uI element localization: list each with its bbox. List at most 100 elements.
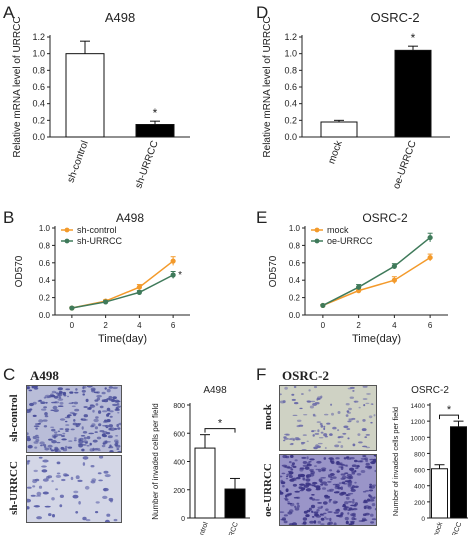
- panel-letter-b: B: [3, 208, 15, 227]
- chart-d-ytick-label: 1.2: [284, 32, 297, 42]
- chart-b-legend-marker-0: [64, 227, 70, 233]
- chart-e-xtick-label: 2: [356, 321, 361, 330]
- micrograph-texture: [280, 386, 376, 450]
- chart-b-series-1-line: [71, 274, 174, 309]
- chart-b-legend-label-0: sh-control: [77, 225, 117, 235]
- chart-f-ytick-label: 1000: [411, 435, 426, 442]
- chart-d-ylabel: Relative mRNA level of URRCC: [262, 16, 273, 157]
- chart-a-bar-1: [135, 124, 175, 138]
- micrograph-texture: [280, 455, 376, 525]
- chart-f-category-label-0: mock: [432, 521, 444, 535]
- chart-b-xtick-label: 2: [103, 321, 108, 330]
- chart-d-ytick-label: 0.8: [284, 65, 297, 75]
- chart-d-ytick-label: 0.0: [284, 132, 297, 142]
- chart-f-title: OSRC-2: [411, 385, 449, 396]
- panel-letter-f: F: [256, 365, 267, 384]
- chart-f-ylabel: Number of invaded cells per field: [391, 407, 400, 516]
- chart-b-ylabel: OD570: [14, 255, 25, 287]
- chart-c-category-label-1: sh-URRCC: [221, 521, 240, 535]
- chart-f-ytick-label: 600: [414, 468, 425, 475]
- chart-e-series-1-point-1: [356, 284, 362, 290]
- chart-f-ytick-label: 1400: [411, 403, 426, 410]
- chart-d-ytick-label: 0.2: [284, 115, 297, 125]
- chart-e-legend-label-0: mock: [327, 225, 349, 235]
- chart-c-category-label-0: sh-control: [193, 521, 210, 535]
- chart-b-ytick-label: 0.2: [39, 294, 51, 303]
- chart-b-legend-label-1: sh-URRCC: [77, 236, 123, 246]
- chart-b-legend-marker-1: [64, 238, 70, 244]
- chart-f-category-label-1: oe-URRCC: [445, 521, 464, 535]
- micrograph-c-title: A498: [30, 368, 59, 383]
- chart-a-ylabel: Relative mRNA level of URRCC: [12, 16, 23, 157]
- chart-b-xtick-label: 6: [171, 321, 176, 330]
- chart-e-series-0-point-3: [427, 254, 433, 261]
- chart-e-ytick-label: 0.0: [289, 311, 301, 320]
- chart-e-legend-marker-1: [314, 238, 320, 244]
- panel-letter-e: E: [256, 208, 268, 227]
- chart-b-ytick-label: 1.0: [39, 224, 51, 233]
- chart-e-series-1-line: [322, 236, 431, 307]
- chart-d-category-label-0: mock: [326, 138, 345, 165]
- chart-a-ytick-label: 0.0: [32, 132, 45, 142]
- chart-b-series-0-line: [71, 260, 174, 309]
- chart-d-significance: *: [411, 31, 416, 45]
- micrograph-c-row-label-1: sh-control: [8, 394, 20, 442]
- chart-b-xtick-label: 0: [70, 321, 75, 330]
- chart-e-series-1-point-0: [320, 302, 326, 309]
- chart-b-series-1-point-2: [136, 289, 142, 295]
- micrograph-c-row-label-2: sh-URRCC: [8, 461, 20, 515]
- micrograph-f-mock: [279, 385, 377, 451]
- micrograph-texture: [27, 456, 118, 522]
- chart-f-ytick-label: 0: [421, 516, 425, 523]
- chart-a-ytick-label: 0.6: [32, 82, 45, 92]
- chart-d-bar-0: [320, 121, 358, 138]
- chart-a-category-label-1: sh-URRCC: [133, 139, 160, 190]
- chart-b-series-1-point-3: [170, 272, 176, 278]
- panel-letter-d: D: [256, 3, 269, 22]
- chart-a-ytick-label: 1.0: [32, 49, 45, 59]
- chart-e-xtick-label: 4: [392, 321, 397, 330]
- chart-e-ytick-label: 0.4: [289, 276, 301, 285]
- chart-d-bar-1: [394, 49, 432, 138]
- chart-e-legend-marker-0: [314, 227, 320, 233]
- chart-f-ytick-label: 800: [414, 451, 425, 458]
- chart-f-bar-1: [450, 426, 467, 519]
- panel-letter-c: C: [3, 365, 16, 384]
- chart-e-xtick-label: 0: [321, 321, 326, 330]
- chart-f-ytick-label: 200: [414, 500, 425, 507]
- chart-d-ytick-label: 1.0: [284, 49, 297, 59]
- chart-c-ytick-label: 600: [173, 431, 185, 438]
- chart-b-ytick-label: 0.4: [39, 276, 51, 285]
- chart-e-series-1-point-2: [391, 263, 397, 269]
- chart-e-ytick-label: 0.8: [289, 241, 301, 250]
- chart-f-significance-bracket: [439, 414, 459, 420]
- chart-b-ytick-label: 0.0: [39, 311, 51, 320]
- chart-a-title: A498: [105, 10, 135, 25]
- chart-e-ylabel: OD570: [268, 255, 279, 287]
- micrograph-f-oe-urrcc: [279, 454, 377, 526]
- chart-b-series-1-point-1: [103, 299, 109, 305]
- chart-e-series-0-line: [322, 256, 431, 307]
- chart-b-significance: *: [178, 270, 182, 281]
- chart-b-xlabel: Time(day): [98, 333, 147, 345]
- micrograph-c-sh-control: [26, 385, 122, 453]
- chart-b-xtick-label: 4: [137, 321, 142, 330]
- chart-a-category-label-0: sh-control: [65, 139, 90, 184]
- chart-b-series-1-point-0: [69, 305, 75, 311]
- micrograph-texture: [27, 386, 121, 452]
- panel-letter-a: A: [3, 3, 15, 22]
- chart-d-title: OSRC-2: [370, 10, 419, 25]
- chart-e-ytick-label: 0.2: [289, 294, 301, 303]
- chart-a-ytick-label: 1.2: [32, 32, 45, 42]
- chart-b-series-0-point-3: [170, 258, 176, 264]
- chart-d-category-label-1: oe-URRCC: [391, 139, 419, 190]
- chart-a-ytick-label: 0.4: [32, 99, 45, 109]
- chart-c-ytick-label: 800: [173, 403, 185, 410]
- chart-e-ytick-label: 1.0: [289, 224, 301, 233]
- chart-a-ytick-label: 0.2: [32, 115, 45, 125]
- chart-e-xlabel: Time(day): [352, 333, 401, 345]
- chart-b-series-0-point-2: [136, 284, 142, 290]
- chart-c-ytick-label: 200: [173, 488, 185, 495]
- chart-e-title: OSRC-2: [362, 211, 408, 225]
